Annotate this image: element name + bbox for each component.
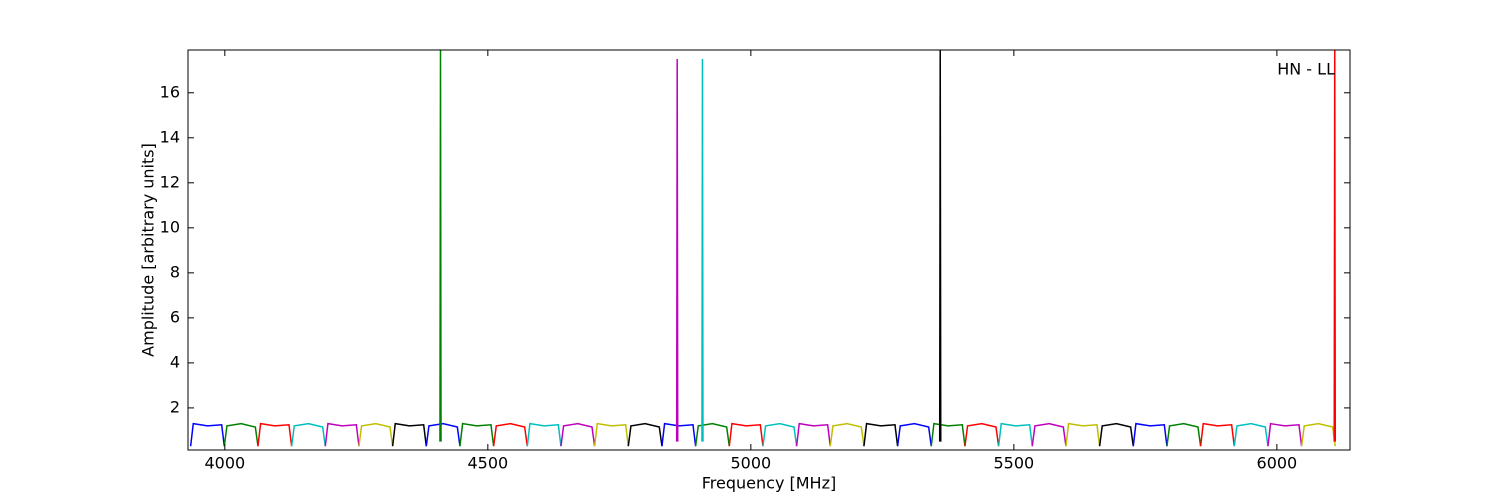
series-line [829, 422, 865, 447]
series-line [1267, 422, 1303, 447]
series-line [324, 422, 360, 447]
series-line [189, 422, 226, 447]
x-tick-label: 4500 [467, 454, 508, 473]
series-line [1333, 50, 1337, 442]
series-line [257, 422, 293, 447]
series-line [661, 422, 697, 447]
series-line [1132, 422, 1168, 447]
series-line [1031, 422, 1067, 447]
series-line [896, 422, 933, 447]
series-line [439, 50, 442, 442]
series-line [930, 422, 966, 447]
series-line [492, 422, 529, 447]
series-line [675, 59, 679, 442]
y-tick-label: 8 [170, 262, 180, 281]
y-tick-label: 2 [170, 397, 180, 416]
x-tick-label: 5000 [730, 454, 771, 473]
x-tick-label: 5500 [994, 454, 1035, 473]
series-line [762, 422, 798, 447]
series-line [1098, 422, 1135, 447]
series-line [290, 422, 327, 447]
y-tick-label: 6 [170, 307, 180, 326]
plot-area [189, 50, 1337, 447]
series-line [1233, 422, 1269, 447]
series-line [728, 422, 764, 447]
y-tick-label: 16 [160, 82, 180, 101]
series-line [560, 422, 596, 447]
series-line [391, 422, 428, 447]
series-line [964, 422, 1000, 447]
x-axis-label: Frequency [MHz] [702, 474, 836, 493]
series-line [1199, 422, 1236, 447]
series-line [459, 422, 495, 447]
series-line [938, 50, 942, 442]
series-line [223, 422, 259, 447]
series-line [1065, 422, 1101, 447]
series-line [701, 59, 704, 442]
x-tick-label: 6000 [1257, 454, 1298, 473]
y-tick-label: 12 [160, 172, 180, 191]
x-tick-label: 4000 [204, 454, 245, 473]
series-line [425, 422, 461, 447]
series-line [593, 422, 630, 447]
series-line [1166, 422, 1202, 447]
series-line [863, 422, 899, 447]
series-line [997, 422, 1034, 447]
y-tick-label: 14 [160, 127, 180, 146]
axes-frame [187, 49, 1351, 451]
series-line [795, 422, 832, 447]
annotation: HN - LL [1277, 60, 1335, 79]
series-line [627, 422, 663, 447]
y-axis-label: Amplitude [arbitrary units] [139, 143, 158, 357]
y-tick-label: 4 [170, 352, 180, 371]
series-line [358, 422, 394, 447]
series-line [694, 422, 731, 447]
series-line [526, 422, 562, 447]
y-tick-label: 10 [160, 217, 180, 236]
